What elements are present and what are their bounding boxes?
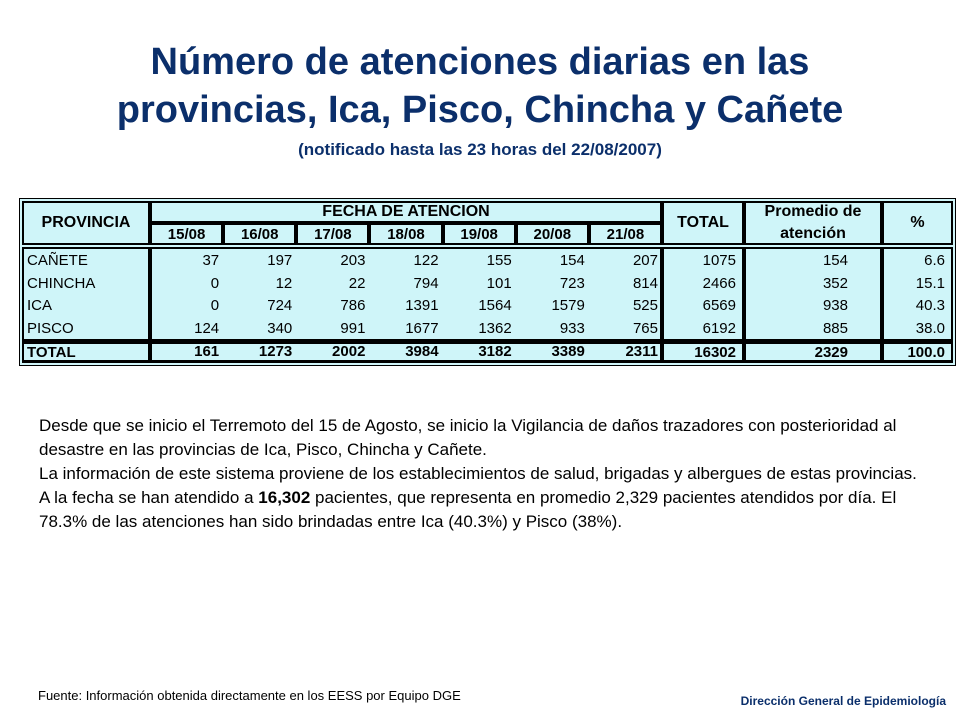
row-percent: 15.1 xyxy=(915,274,945,292)
daily-value-cell: 154 xyxy=(559,252,585,269)
row-percent: 38.0 xyxy=(915,319,945,337)
date-header-cell: 16/08 xyxy=(223,223,297,245)
average-column: 154 352 938 885 xyxy=(744,247,882,341)
date-header-cell: 21/08 xyxy=(588,223,662,245)
daily-value-cell: 0 xyxy=(210,274,220,292)
daily-value-cell: 814 xyxy=(632,274,658,292)
row-total: 6569 xyxy=(702,297,736,314)
grand-total: 16302 xyxy=(662,341,744,363)
total-row-label: TOTAL xyxy=(22,341,150,363)
page-title: Número de atenciones diarias en las prov… xyxy=(0,38,960,134)
daily-value-cell: 933 xyxy=(559,319,585,337)
daily-value-cell: 37 xyxy=(202,252,220,269)
row-percent: 6.6 xyxy=(924,252,945,269)
daily-total-cell: 2002 xyxy=(332,343,366,360)
grand-average: 2329 xyxy=(744,341,882,363)
daily-value-cell: 765 xyxy=(632,319,658,337)
description-text: Desde que se inicio el Terremoto del 15 … xyxy=(39,414,939,534)
daily-value-cell: 12 xyxy=(275,274,293,292)
row-average: 885 xyxy=(822,319,848,337)
date-header-cell: 18/08 xyxy=(369,223,443,245)
daily-total-cell: 2311 xyxy=(625,343,658,360)
daily-total-cell: 161 xyxy=(194,343,220,360)
source-note: Fuente: Información obtenida directament… xyxy=(38,688,461,703)
total-column: 1075 2466 6569 6192 xyxy=(662,247,744,341)
daily-value-cell: 724 xyxy=(267,297,293,314)
province-names-column: CAÑETE CHINCHA ICA PISCO xyxy=(22,247,150,341)
percent-column: 6.6 15.1 40.3 38.0 xyxy=(882,247,953,341)
province-name: CAÑETE xyxy=(27,252,88,269)
daily-total-cell: 3182 xyxy=(478,343,512,360)
title-line-2: provincias, Ica, Pisco, Chincha y Cañete xyxy=(116,89,844,131)
page-subtitle: (notificado hasta las 23 horas del 22/08… xyxy=(298,140,662,159)
date-header-cell: 17/08 xyxy=(296,223,370,245)
daily-values-block: 37 197 203 122 155 154 207 0 12 22 794 101 723 814 0 72… xyxy=(150,247,662,341)
paragraph-3-total-patients: 16,302 xyxy=(258,488,311,507)
daily-value-cell: 1391 xyxy=(405,297,439,314)
header-fecha-atencion: FECHA DE ATENCION xyxy=(150,201,662,223)
row-average: 352 xyxy=(822,274,848,292)
daily-value-cell: 122 xyxy=(413,252,439,269)
daily-value-cell: 786 xyxy=(340,297,366,314)
total-row-values: 161 1273 2002 3984 3182 3389 2311 xyxy=(150,341,662,363)
daily-value-cell: 197 xyxy=(267,252,293,269)
header-promedio: Promedio de atención xyxy=(744,201,882,245)
paragraph-2: La información de este sistema proviene … xyxy=(39,464,917,483)
daily-value-cell: 0 xyxy=(210,297,220,314)
daily-total-cell: 3389 xyxy=(551,343,585,360)
daily-value-cell: 1362 xyxy=(478,319,512,337)
daily-value-cell: 22 xyxy=(348,274,366,292)
grand-percent: 100.0 xyxy=(882,341,953,363)
province-name: PISCO xyxy=(27,319,74,337)
daily-total-cell: 1273 xyxy=(258,343,293,360)
province-name: ICA xyxy=(27,297,53,314)
row-total: 6192 xyxy=(702,319,736,337)
attention-table: PROVINCIA FECHA DE ATENCION TOTAL Promed… xyxy=(19,198,956,366)
daily-value-cell: 124 xyxy=(194,319,220,337)
row-percent: 40.3 xyxy=(915,297,945,314)
daily-value-cell: 1564 xyxy=(478,297,512,314)
date-header-cell: 15/08 xyxy=(150,223,224,245)
paragraph-1: Desde que se inicio el Terremoto del 15 … xyxy=(39,416,897,459)
header-total: TOTAL xyxy=(662,201,744,245)
daily-value-cell: 340 xyxy=(267,319,293,337)
daily-value-cell: 155 xyxy=(486,252,512,269)
date-header-cell: 20/08 xyxy=(515,223,589,245)
daily-value-cell: 525 xyxy=(632,297,658,314)
province-name: CHINCHA xyxy=(27,274,96,292)
department-name: Dirección General de Epidemiología xyxy=(740,694,946,708)
paragraph-3-start: A la fecha se han atendido a xyxy=(39,488,259,507)
daily-value-cell: 101 xyxy=(486,274,512,292)
header-percent: % xyxy=(882,201,953,245)
date-header-cell: 19/08 xyxy=(442,223,516,245)
row-total: 2466 xyxy=(702,274,736,292)
row-average: 938 xyxy=(822,297,848,314)
row-total: 1075 xyxy=(702,252,736,269)
daily-total-cell: 3984 xyxy=(405,343,439,360)
title-line-1: Número de atenciones diarias en las xyxy=(150,41,810,83)
paragraph-3: A la fecha se han atendido a 16,302 paci… xyxy=(39,486,939,534)
total-row-values-grid: 161 1273 2002 3984 3182 3389 2311 xyxy=(152,344,660,360)
daily-values-grid: 37 197 203 122 155 154 207 0 12 22 794 101 723 814 0 72… xyxy=(152,249,660,339)
daily-value-cell: 1579 xyxy=(551,297,585,314)
daily-value-cell: 794 xyxy=(413,274,439,292)
daily-value-cell: 207 xyxy=(632,252,658,269)
daily-value-cell: 1677 xyxy=(405,319,439,337)
header-province: PROVINCIA xyxy=(22,201,150,245)
daily-value-cell: 203 xyxy=(340,252,366,269)
daily-value-cell: 991 xyxy=(340,319,366,337)
daily-value-cell: 723 xyxy=(559,274,585,292)
paragraph-3-end: pacientes, que representa en promedio 2,… xyxy=(39,488,897,531)
row-average: 154 xyxy=(822,252,848,269)
